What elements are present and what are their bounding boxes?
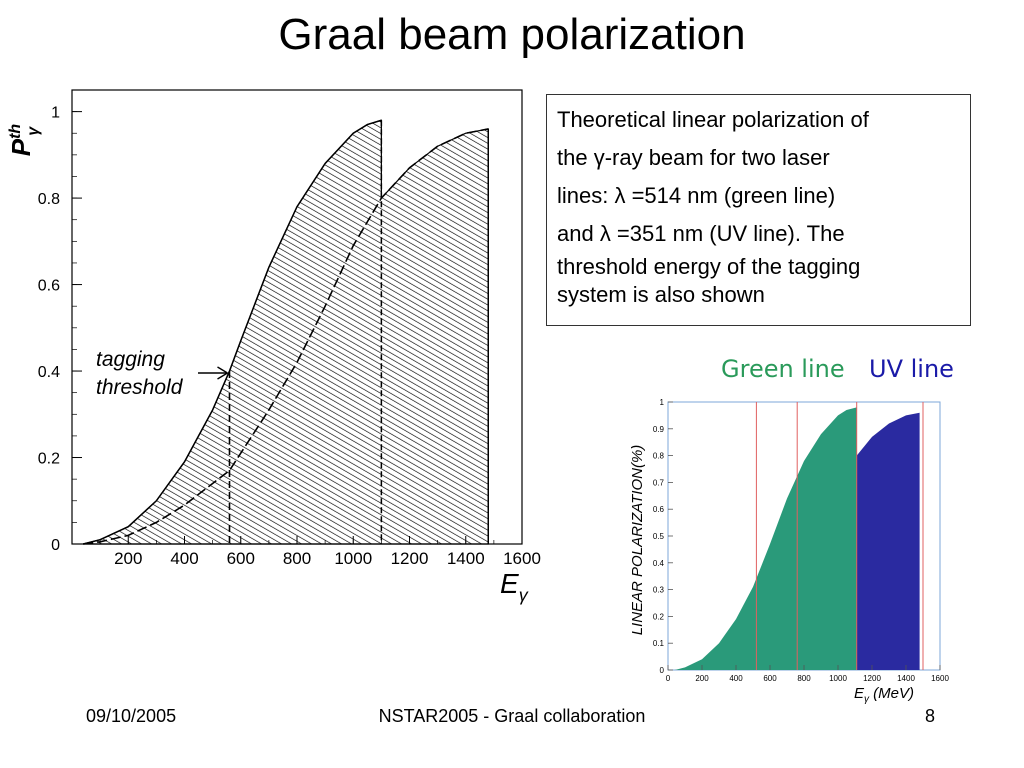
description-line: system is also shown [557,282,765,307]
inset-y-tick-label: 0.5 [653,532,665,541]
linear-polarization-chart: 0 200 400 600 800 1000 1200 1400 1600 0 0.1 0.2 0.3 0… [629,398,949,705]
description-box: Theoretical linear polarization of the γ… [546,94,971,326]
annotation-arrow-head [217,366,228,380]
x-tick-label: 1200 [391,549,429,568]
description-line: lines: λ =514 nm (green line) [557,183,836,208]
series-line-uv [83,128,489,545]
inset-y-axis-label: LINEAR POLARIZATION(%) [629,445,646,636]
y-axis-label: Pthγ [6,124,42,157]
footer-date: 09/10/2005 [86,706,177,726]
x-tick-label: 400 [170,549,198,568]
y-tick-label: 0.8 [38,191,60,208]
description-line: threshold energy of the tagging [557,254,861,279]
x-tick-label: 1000 [334,549,372,568]
inset-x-tick-label: 1600 [931,674,949,683]
inset-x-tick-label: 1400 [897,674,915,683]
y-tick-label: 0.2 [38,451,60,468]
inset-x-tick-label: 400 [729,674,743,683]
inset-y-tick-label: 0.2 [653,612,665,621]
inset-x-axis-label-main: E [854,685,865,702]
legend-uv-label: UV line [869,355,954,383]
inset-x-axis-label: Eγ (MeV) [854,685,914,705]
y-axis-label-sub: γ [25,126,42,136]
x-tick-label: 200 [114,549,142,568]
x-axis-label-main: E [500,568,519,599]
inset-y-tick-label: 0.9 [653,425,665,434]
inset-x-axis-label-sub: γ [864,694,870,705]
description-line: Theoretical linear polarization of [557,107,869,132]
footer-center: NSTAR2005 - Graal collaboration [378,706,646,726]
description-line: and λ =351 nm (UV line). The [557,221,845,246]
inset-x-axis-label-unit: (MeV) [869,685,914,702]
y-tick-label: 1 [51,105,60,122]
footer-page-number: 8 [925,706,936,726]
y-axis-label-main: P [6,138,36,156]
x-tick-label: 600 [227,549,255,568]
inset-y-tick-label: 0.3 [653,586,665,595]
inset-y-tick-label: 0.1 [653,639,665,648]
x-axis-label-sub: γ [519,585,529,605]
polarization-chart: 200 400 600 800 1000 1200 1400 1600 0 0.2 0.4 0.6 0.… [6,89,541,605]
green-line-area [674,407,857,670]
inset-y-tick-label: 0.6 [653,505,665,514]
inset-x-tick-label: 200 [695,674,709,683]
x-tick-label: 1400 [447,549,485,568]
inset-x-tick-label: 1000 [829,674,847,683]
inset-y-tick-label: 0.8 [653,452,665,461]
legend-green-label: Green line [721,355,845,383]
inset-y-tick-label: 0.4 [653,559,665,568]
series-line-green [83,119,382,545]
y-tick-label: 0.6 [38,278,60,295]
polarization-area [83,119,489,545]
annotation-line: tagging [96,348,165,371]
inset-x-tick-label: 0 [666,674,671,683]
inset-x-tick-label: 1200 [863,674,881,683]
inset-x-tick-label: 600 [763,674,777,683]
description-line: the γ-ray beam for two laser [557,145,830,170]
inset-y-tick-label: 0.7 [653,478,665,487]
y-axis-label-sup: th [7,124,24,139]
y-tick-label: 0.4 [38,364,60,381]
inset-y-tick-label: 0 [660,666,665,675]
x-axis-label: Eγ [500,568,529,605]
inset-y-tick-label: 1 [660,398,665,407]
inset-x-tick-label: 800 [797,674,811,683]
y-tick-label: 0 [51,537,60,554]
x-tick-label: 800 [283,549,311,568]
slide-title: Graal beam polarization [278,10,746,59]
annotation-line: threshold [96,376,184,399]
x-tick-label: 1600 [503,549,541,568]
uv-line-area [856,412,920,670]
